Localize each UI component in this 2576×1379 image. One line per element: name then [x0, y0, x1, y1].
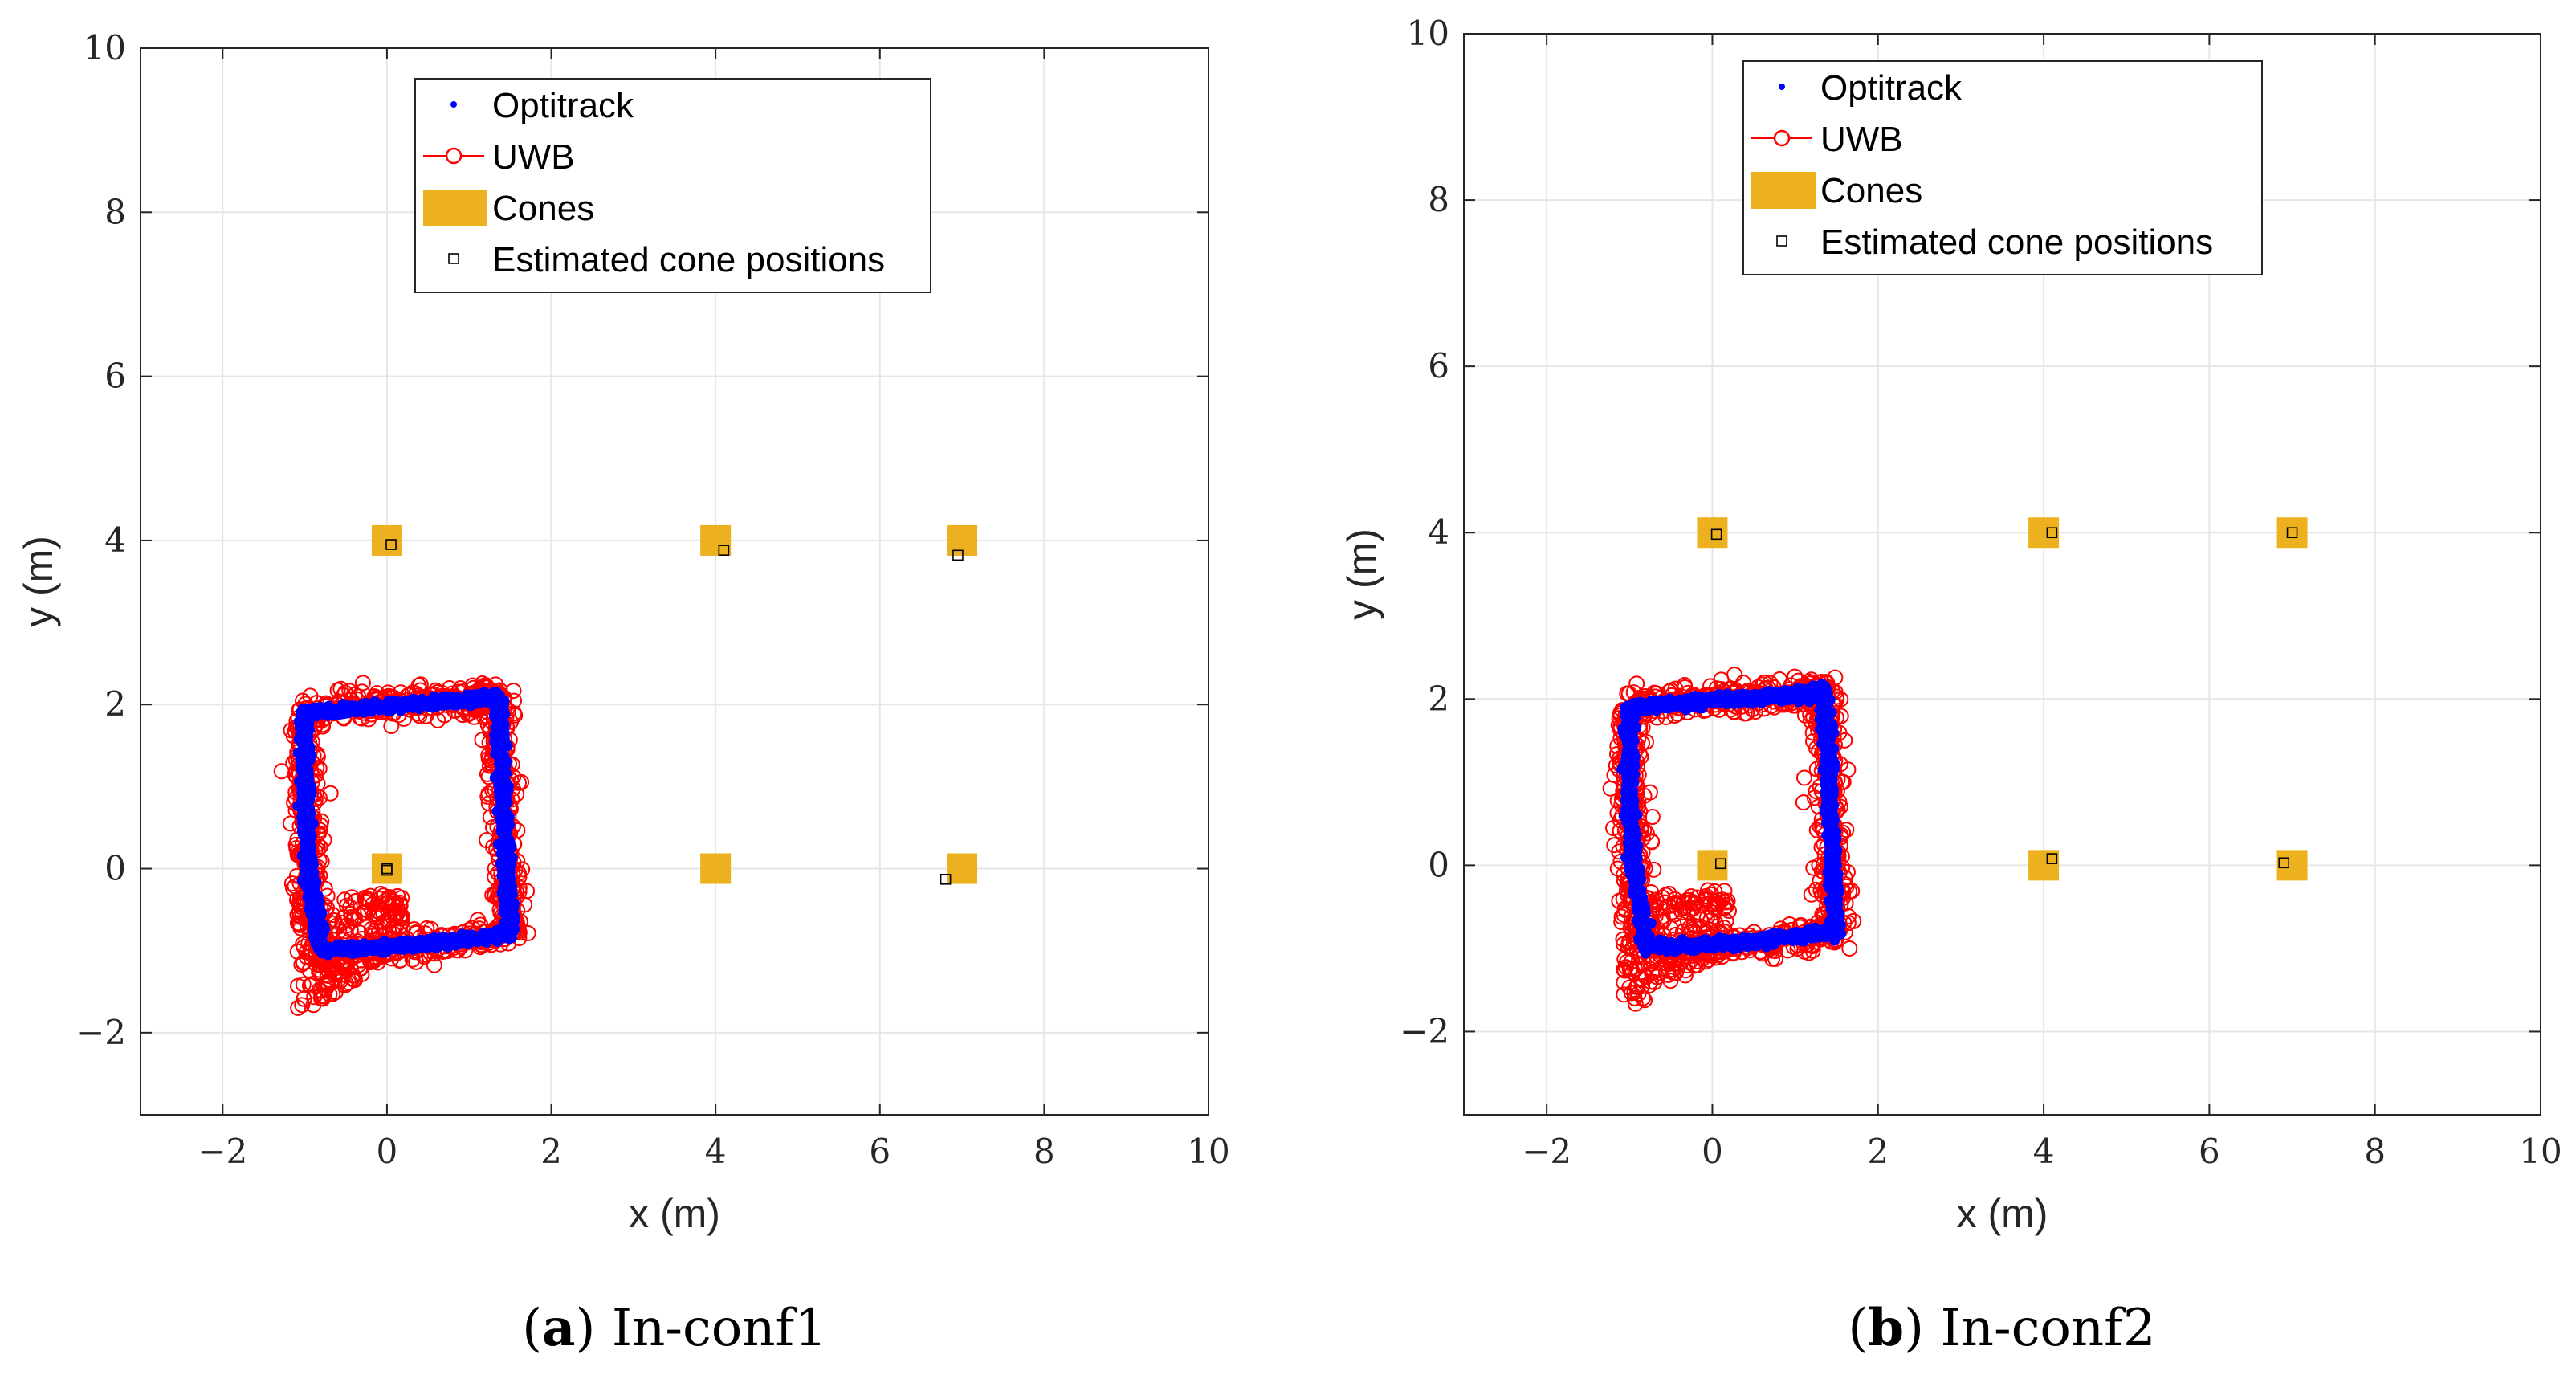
- x-axis-label: x (m): [1957, 1191, 2048, 1236]
- x-tick-label: 10: [2519, 1132, 2562, 1171]
- y-tick-label: 8: [104, 192, 126, 231]
- y-tick-label: 6: [104, 357, 126, 396]
- y-tick-label: −2: [76, 1013, 126, 1052]
- uwb-point: [294, 997, 311, 1014]
- caption-text: In-conf1: [612, 1299, 827, 1358]
- uwb-point: [342, 921, 359, 938]
- x-tick-label: −2: [198, 1132, 247, 1171]
- uwb-point: [383, 717, 400, 734]
- caption-paren-open: (: [522, 1299, 542, 1358]
- x-tick-label: −2: [1522, 1132, 1571, 1171]
- y-axis-label: y (m): [1339, 528, 1384, 620]
- x-tick-label: 8: [2364, 1132, 2386, 1171]
- legend-entry-label: UWB: [492, 137, 575, 177]
- y-tick-label: 10: [1407, 14, 1449, 53]
- legend: Optitrack UWB Cones Estimated cone position…: [414, 78, 931, 293]
- uwb-point: [290, 977, 307, 994]
- cone-marker: [700, 853, 732, 884]
- uwb-point: [408, 953, 425, 970]
- optitrack-point: [503, 785, 514, 796]
- uwb-point: [289, 907, 306, 924]
- legend-optitrack-icon: [450, 101, 457, 108]
- x-tick-label: 4: [2033, 1132, 2055, 1171]
- cone-marker: [947, 853, 978, 884]
- legend-entry-label: Estimated cone positions: [492, 240, 885, 279]
- x-tick-label: 8: [1033, 1132, 1055, 1171]
- cone-marker: [947, 524, 978, 556]
- x-tick-label: 4: [705, 1132, 727, 1171]
- x-tick-label: 6: [869, 1132, 891, 1171]
- y-tick-label: 0: [1428, 845, 1449, 884]
- legend-cones-icon: [423, 190, 487, 226]
- uwb-point: [426, 957, 442, 973]
- uwb-point: [389, 887, 406, 904]
- legend-entry-label: Cones: [492, 189, 594, 228]
- caption-paren-close: ): [576, 1299, 612, 1358]
- y-tick-label: 8: [1428, 180, 1449, 219]
- uwb-point: [289, 915, 306, 932]
- uwb-point: [332, 680, 349, 697]
- uwb-point: [513, 773, 530, 790]
- optitrack-point: [300, 708, 311, 720]
- caption-label: a: [542, 1298, 575, 1358]
- chart-panel-a: −2 0 2 4 6 8 10 −2 0 2 4 6 8 10 x (m) y (m) Optitrack UWB…: [16, 28, 1230, 1358]
- x-tick-label: 2: [1867, 1132, 1889, 1171]
- cone-marker: [371, 853, 402, 884]
- x-axis-label: x (m): [629, 1191, 720, 1236]
- y-axis-label: y (m): [16, 536, 61, 627]
- y-tick-label: −2: [1400, 1011, 1449, 1051]
- uwb-point: [322, 785, 339, 802]
- figure-caption: (a) In-conf1: [522, 1298, 827, 1358]
- legend-entry-label: Optitrack: [492, 86, 634, 125]
- uwb-point: [296, 990, 312, 1007]
- uwb-point: [344, 889, 361, 906]
- uwb-point: [302, 687, 319, 704]
- x-tick-label: 0: [377, 1132, 398, 1171]
- y-tick-label: 2: [1428, 679, 1449, 718]
- cone-marker: [371, 524, 402, 556]
- x-tick-label: 10: [1187, 1132, 1229, 1171]
- x-tick-label: 2: [540, 1132, 562, 1171]
- uwb-point: [290, 999, 307, 1016]
- legend-uwb-icon: [445, 147, 463, 165]
- y-tick-label: 6: [1428, 346, 1449, 386]
- y-tick-label: 4: [104, 520, 126, 560]
- x-tick-label: 0: [1702, 1132, 1723, 1171]
- y-tick-label: 10: [84, 28, 126, 67]
- axes-box: [140, 47, 1209, 1116]
- x-tick-label: 6: [2199, 1132, 2220, 1171]
- cone-marker: [700, 524, 732, 556]
- y-tick-label: 4: [1428, 512, 1449, 552]
- y-tick-label: 2: [104, 684, 126, 724]
- y-tick-label: 0: [104, 849, 126, 888]
- uwb-point: [354, 675, 371, 692]
- uwb-point: [520, 924, 536, 941]
